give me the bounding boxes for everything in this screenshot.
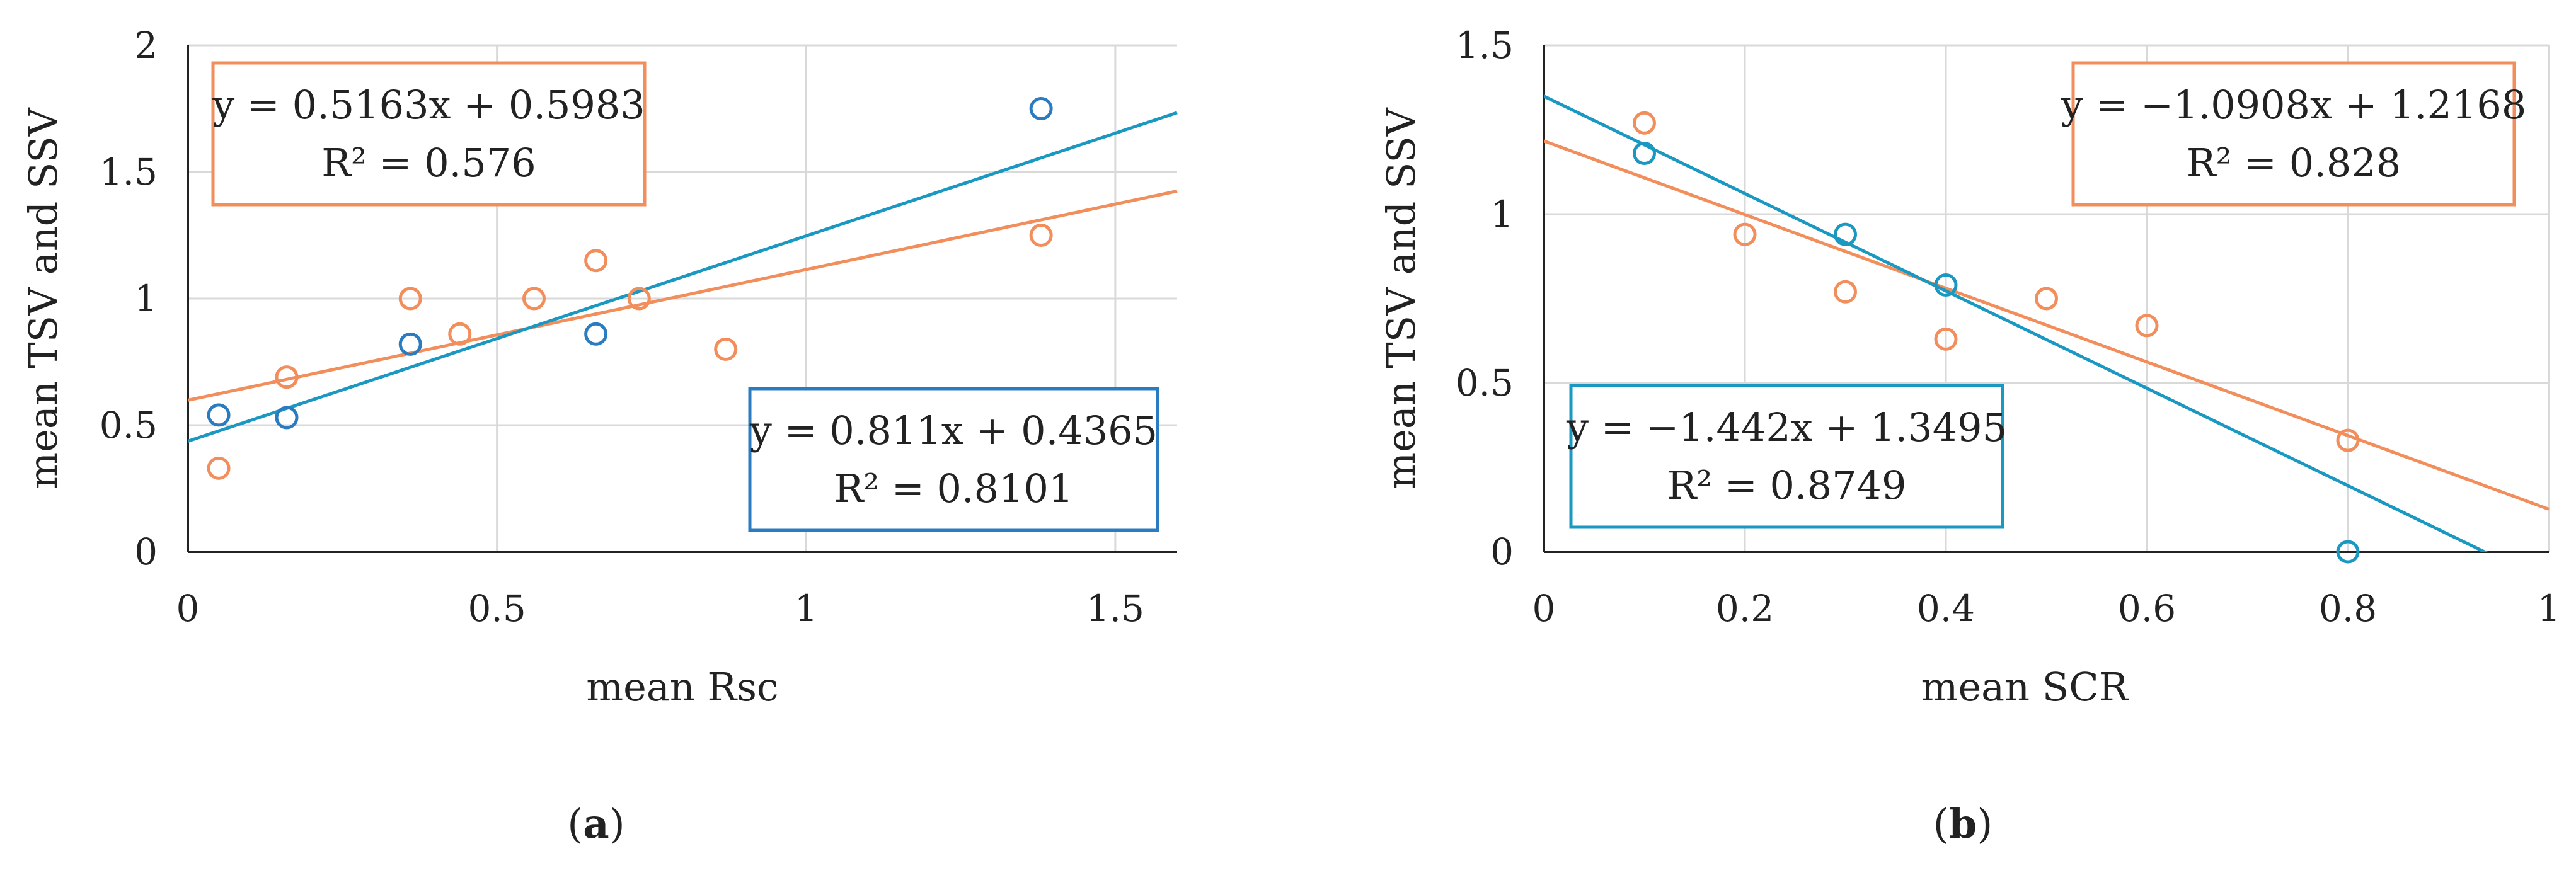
data-point-blue <box>275 406 299 430</box>
x-axis-title: mean SCR <box>1921 664 2130 710</box>
equation-box-orange <box>211 61 647 207</box>
equation-box-blue <box>748 387 1159 532</box>
x-tick-label: 1.5 <box>1086 587 1144 630</box>
data-point-blue <box>2336 540 2360 564</box>
y-tick-label: 1.5 <box>1456 24 1514 67</box>
data-point-blue <box>1934 273 1958 297</box>
data-point-blue <box>584 322 608 346</box>
trendline-blue <box>188 111 1178 443</box>
data-point-blue <box>207 403 231 427</box>
x-tick-label: 0 <box>1532 587 1556 630</box>
equation-text-orange: y = 0.5163x + 0.5983 <box>212 82 645 128</box>
y-tick-label: 1 <box>1490 193 1514 236</box>
x-tick-label: 0.6 <box>2118 587 2176 630</box>
x-tick-label: 0.5 <box>468 587 526 630</box>
r-squared-text-blue: R² = 0.8749 <box>1667 462 1907 508</box>
equation-text-blue: y = 0.811x + 0.4365 <box>749 408 1158 454</box>
y-tick-label: 0 <box>1490 530 1514 573</box>
data-point-orange <box>1733 222 1757 246</box>
data-point-orange <box>275 365 299 389</box>
trendline-orange <box>1544 139 2550 511</box>
chart-panel-b: 0 0.2 0.4 0.6 0.8 1 0 0.5 1 1.5 mean SCR mean TSV a… <box>1378 24 2560 848</box>
data-point-orange <box>2035 287 2058 311</box>
x-tick-label: 0.2 <box>1716 587 1774 630</box>
r-squared-text-orange: R² = 0.828 <box>2187 140 2401 186</box>
panel-label-close: ) <box>609 801 625 848</box>
data-point-blue <box>1029 97 1053 120</box>
data-point-orange <box>1834 280 1857 304</box>
equation-box-orange <box>2071 61 2516 207</box>
y-tick-label: 1.5 <box>100 151 158 193</box>
panel-label: (b) <box>1933 801 1993 848</box>
data-point-orange <box>522 287 546 311</box>
data-point-orange <box>714 337 738 361</box>
x-axis-title: mean Rsc <box>586 664 778 710</box>
y-tick-label: 2 <box>134 24 158 67</box>
data-point-orange <box>584 249 608 273</box>
data-point-orange <box>448 322 472 346</box>
equation-text-blue: y = −1.442x + 1.3495 <box>1566 404 2007 450</box>
x-tick-label: 0.4 <box>1917 587 1975 630</box>
trendline-orange <box>188 189 1178 402</box>
y-axis-title: mean TSV and SSV <box>1378 107 1424 489</box>
panel-label-letter: a <box>583 801 609 848</box>
trendline-blue <box>1544 94 2488 552</box>
panel-label: (a) <box>567 801 624 848</box>
chart-panel-a: 0 0.5 1 1.5 0 0.5 1 1.5 2 mean Rsc mean TSV and SS… <box>20 24 1178 848</box>
panel-label-open: ( <box>1933 801 1949 848</box>
x-tick-label: 0.8 <box>2319 587 2377 630</box>
x-tick-label: 0 <box>176 587 200 630</box>
data-point-orange <box>1029 224 1053 247</box>
x-tick-label: 1 <box>2538 587 2561 630</box>
r-squared-text-blue: R² = 0.8101 <box>834 465 1074 511</box>
y-tick-label: 0 <box>134 530 158 573</box>
data-point-orange <box>2135 314 2159 338</box>
data-point-orange <box>2336 428 2360 452</box>
y-tick-label: 0.5 <box>100 404 158 447</box>
data-point-orange <box>1633 111 1656 135</box>
data-point-orange <box>627 287 651 311</box>
x-tick-label: 1 <box>795 587 818 630</box>
y-tick-label: 0.5 <box>1456 362 1514 404</box>
panel-label-close: ) <box>1977 801 1992 848</box>
data-point-blue <box>1834 222 1857 246</box>
r-squared-text-orange: R² = 0.576 <box>321 140 536 186</box>
data-point-orange <box>1934 327 1958 351</box>
data-point-orange <box>207 456 231 480</box>
equation-box-blue <box>1569 384 2004 529</box>
data-point-blue <box>1633 142 1656 166</box>
panel-label-letter: b <box>1949 801 1977 848</box>
y-axis-title: mean TSV and SSV <box>20 107 66 489</box>
panel-label-open: ( <box>567 801 583 848</box>
data-point-blue <box>398 332 422 356</box>
equation-text-orange: y = −1.0908x + 1.2168 <box>2061 82 2527 128</box>
data-point-orange <box>398 287 422 311</box>
y-tick-label: 1 <box>134 277 158 320</box>
